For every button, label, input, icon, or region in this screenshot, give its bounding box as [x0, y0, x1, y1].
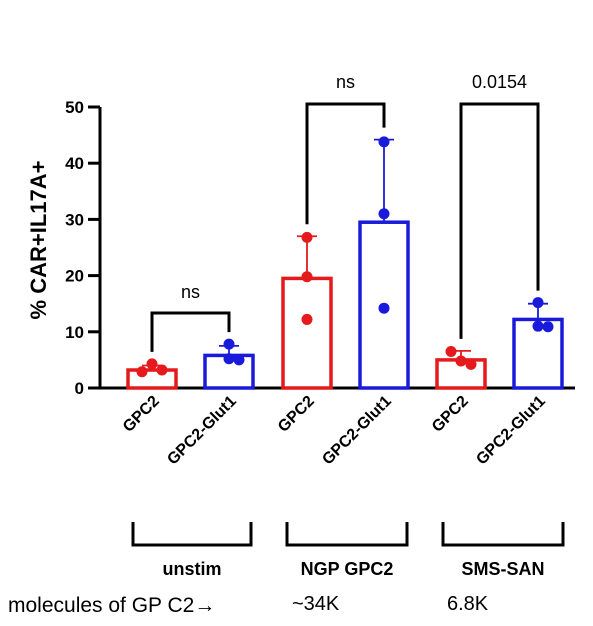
x-tick-label-4: GPC2 — [429, 393, 472, 436]
x-tick-label-5: GPC2-Glut1 — [473, 393, 549, 469]
point-3-1 — [378, 208, 390, 220]
y-tick-label-20: 20 — [65, 267, 84, 286]
y-tick-label-10: 10 — [65, 323, 84, 342]
bar-0 — [126, 368, 178, 390]
x-tick-label-2: GPC2 — [275, 393, 318, 436]
group-label-1: NGP GPC2 — [301, 559, 394, 579]
point-2-1 — [301, 271, 313, 283]
x-tick-label-3: GPC2-Glut1 — [319, 393, 395, 469]
point-0-2 — [156, 364, 168, 376]
group-label-0: unstim — [162, 559, 221, 579]
point-4-2 — [465, 358, 477, 370]
footnote-label: molecules of GP C2→ — [8, 594, 215, 617]
x-tick-labels: GPC2 GPC2-Glut1 GPC2 GPC2-Glut1 GPC2 GPC2-Glu… — [120, 393, 549, 469]
footnote-value-0: ~34K — [292, 593, 340, 615]
point-1-1 — [223, 353, 235, 365]
point-5-1 — [532, 320, 544, 332]
x-tick-label-1: GPC2-Glut1 — [164, 393, 240, 469]
footnote: molecules of GP C2→ ~34K 6.8K — [8, 593, 489, 617]
point-0-0 — [136, 366, 148, 378]
footnote-value-1: 6.8K — [447, 593, 489, 615]
y-axis: 0 10 20 30 40 50 — [65, 98, 575, 398]
data-points — [136, 136, 554, 378]
bar-2 — [281, 276, 333, 390]
significance-brackets: ns ns 0.0154 — [150, 72, 540, 352]
group-bracket-1 — [285, 522, 409, 547]
y-tick-label-0: 0 — [75, 379, 84, 398]
y-tick-label-40: 40 — [65, 154, 84, 173]
bracket-label-1: ns — [336, 72, 355, 92]
point-4-1 — [455, 355, 467, 367]
y-axis-label: % CAR+IL17A+ — [26, 161, 51, 320]
group-bracket-2 — [441, 522, 565, 547]
point-2-0 — [301, 231, 313, 243]
point-4-0 — [445, 345, 457, 357]
point-5-2 — [542, 321, 554, 333]
group-label-2: SMS-SAN — [461, 559, 544, 579]
bracket-1 — [305, 102, 386, 225]
x-tick-label-0: GPC2 — [120, 393, 163, 436]
bracket-label-2: 0.0154 — [472, 72, 527, 92]
bracket-2 — [459, 102, 540, 339]
point-5-0 — [532, 297, 544, 309]
point-3-0 — [378, 136, 390, 148]
group-bracket-0 — [131, 522, 253, 547]
bracket-label-0: ns — [181, 282, 200, 302]
point-3-2 — [378, 302, 390, 314]
bracket-0 — [150, 311, 231, 352]
y-tick-label-50: 50 — [65, 98, 84, 117]
group-brackets: unstim NGP GPC2 SMS-SAN — [131, 522, 565, 579]
y-tick-label-30: 30 — [65, 210, 84, 229]
point-0-1 — [146, 358, 158, 370]
point-1-2 — [233, 354, 245, 366]
point-1-0 — [223, 338, 235, 350]
bars — [126, 138, 564, 390]
point-2-2 — [301, 313, 313, 325]
